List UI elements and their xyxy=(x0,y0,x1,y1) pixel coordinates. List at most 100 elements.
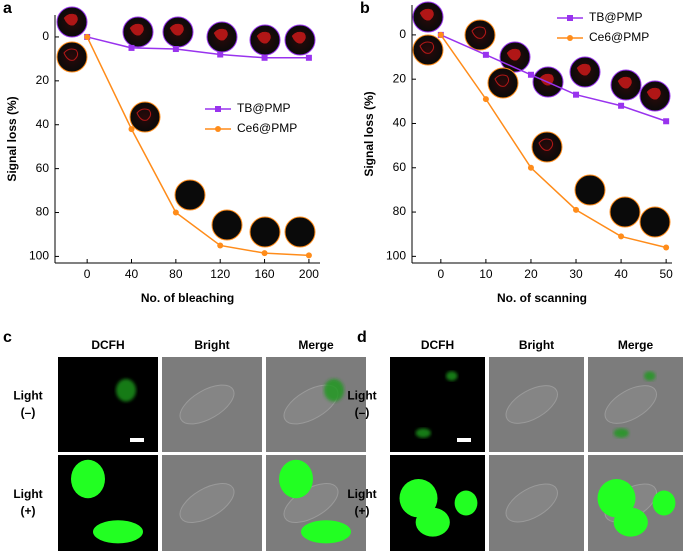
inset-signal xyxy=(136,108,152,121)
legend-label: Ce6@PMP xyxy=(589,30,649,44)
row-label: Light xyxy=(347,389,376,403)
y-tick-label: 40 xyxy=(393,116,407,130)
fluorescence xyxy=(324,378,344,402)
micrograph xyxy=(58,357,158,452)
legend-marker xyxy=(215,106,221,112)
fluorescence xyxy=(652,490,676,516)
point xyxy=(527,71,534,78)
inset-image xyxy=(129,101,161,133)
y-tick-label: 80 xyxy=(393,204,407,218)
point xyxy=(128,126,135,133)
y-tick-label: 0 xyxy=(42,29,49,43)
point xyxy=(663,118,670,125)
point xyxy=(305,252,312,259)
micrograph xyxy=(390,357,485,452)
fluorescence xyxy=(415,428,431,438)
row-label: (–) xyxy=(21,406,36,420)
point xyxy=(128,44,135,51)
insets xyxy=(56,1,671,248)
point xyxy=(663,244,670,251)
fluorescence xyxy=(71,459,105,499)
inset-signal xyxy=(169,23,184,36)
micrographs xyxy=(58,357,683,551)
inset-image xyxy=(609,196,641,228)
point xyxy=(261,54,268,61)
row-label: (–) xyxy=(355,406,370,420)
x-tick-label: 50 xyxy=(659,267,673,281)
x-tick-label: 160 xyxy=(255,267,275,281)
y-tick-label: 0 xyxy=(399,27,406,41)
inset-signal xyxy=(646,87,661,100)
inset-signal xyxy=(576,63,591,76)
point xyxy=(261,250,268,257)
y-tick-label: 20 xyxy=(393,71,407,85)
series-line xyxy=(440,34,667,249)
cell-outline xyxy=(604,385,657,424)
fluorescence xyxy=(454,490,478,516)
cell-outline xyxy=(179,482,235,524)
inset-image xyxy=(574,174,606,206)
inset-image xyxy=(174,179,206,211)
inset-signal xyxy=(63,13,78,26)
legend-marker xyxy=(567,35,573,41)
scale-bar xyxy=(457,438,471,442)
point xyxy=(305,54,312,61)
inset-signal xyxy=(494,74,510,87)
x-tick-label: 30 xyxy=(569,267,583,281)
fluorescence xyxy=(613,428,629,438)
inset-image xyxy=(412,34,444,66)
cell-outline xyxy=(505,483,558,523)
y-tick-label: 40 xyxy=(36,117,50,131)
series-line xyxy=(86,36,309,257)
column-header: Merge xyxy=(298,338,334,352)
inset-signal xyxy=(256,31,271,44)
x-tick-label: 120 xyxy=(210,267,230,281)
point xyxy=(618,102,625,109)
inset-image xyxy=(639,206,671,238)
fluorescence xyxy=(116,378,136,402)
legend-label: TB@PMP xyxy=(237,101,291,115)
panel-label: c xyxy=(3,329,12,346)
fluorescence xyxy=(93,520,143,544)
point xyxy=(172,46,179,53)
point xyxy=(573,91,580,98)
x-tick-label: 40 xyxy=(125,267,139,281)
y-tick-label: 100 xyxy=(386,249,406,263)
y-tick-label: 60 xyxy=(36,161,50,175)
scale-bar xyxy=(130,438,144,442)
inset-signal xyxy=(506,48,521,61)
point xyxy=(437,31,444,38)
inset-signal xyxy=(471,26,487,39)
column-header: Merge xyxy=(618,338,654,352)
cell-outline xyxy=(505,385,558,424)
inset-image xyxy=(249,216,281,248)
inset-signal xyxy=(419,8,434,21)
y-tick-label: 80 xyxy=(36,205,50,219)
series-line xyxy=(440,34,667,122)
inset-signal xyxy=(63,48,79,61)
cell-outline xyxy=(179,384,235,425)
point xyxy=(482,96,489,103)
inset-image xyxy=(56,41,88,73)
fluorescence xyxy=(399,479,438,518)
x-tick-label: 10 xyxy=(479,267,493,281)
fluorescence xyxy=(301,520,351,544)
column-header: DCFH xyxy=(91,338,124,352)
x-tick-label: 80 xyxy=(169,267,183,281)
point xyxy=(84,33,91,40)
y-tick-label: 20 xyxy=(36,73,50,87)
row-label: Light xyxy=(347,487,376,501)
row-label: Light xyxy=(13,389,42,403)
series-line xyxy=(86,36,309,59)
point xyxy=(217,242,224,249)
x-tick-label: 20 xyxy=(524,267,538,281)
point xyxy=(172,209,179,216)
inset-signal xyxy=(538,138,554,151)
inset-signal xyxy=(291,31,306,44)
inset-signal xyxy=(419,41,435,54)
legend-marker xyxy=(215,126,221,132)
point xyxy=(482,51,489,58)
fluorescence xyxy=(415,507,450,537)
inset-image xyxy=(284,216,316,248)
